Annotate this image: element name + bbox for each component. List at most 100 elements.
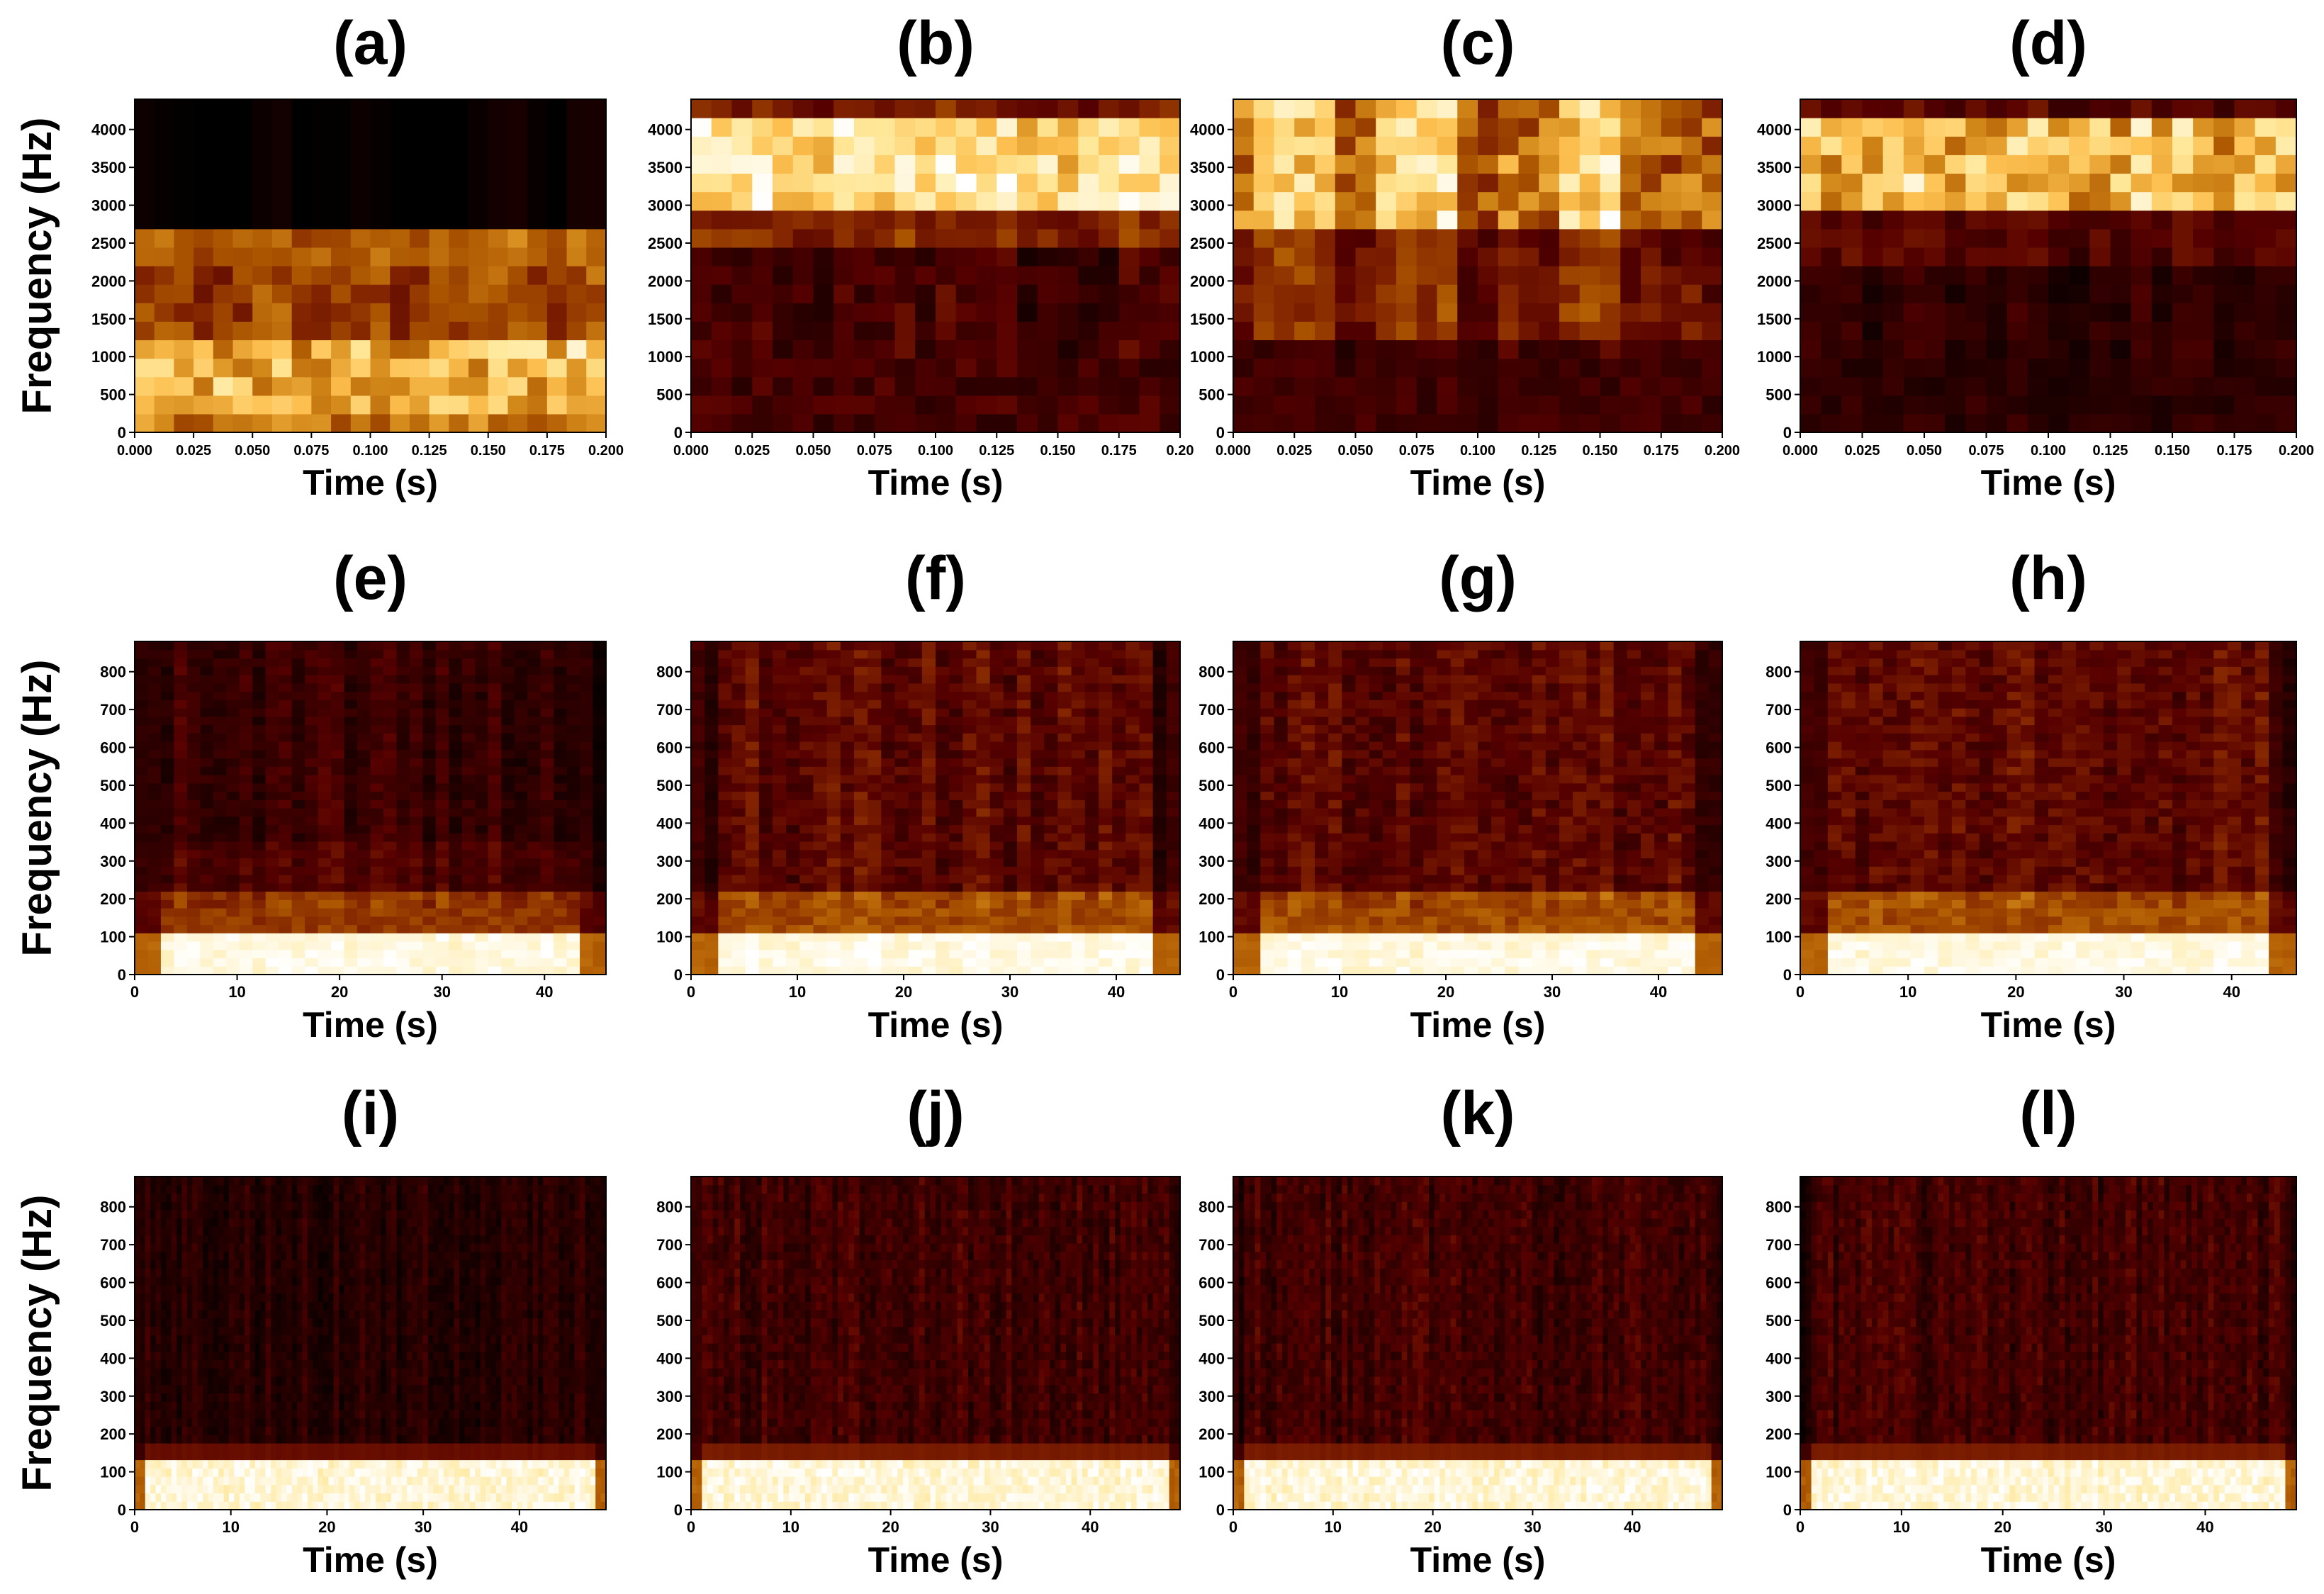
heatmap-cell: [239, 675, 253, 684]
heatmap-cell: [160, 908, 175, 917]
heatmap-cell: [239, 849, 253, 859]
heatmap-cell: [252, 700, 266, 709]
heatmap-cell: [435, 841, 449, 851]
heatmap-cell: [874, 413, 896, 433]
heatmap-cell: [593, 941, 607, 950]
heatmap-cell: [868, 924, 882, 933]
heatmap-cell: [554, 924, 568, 933]
heatmap-cell: [786, 758, 800, 767]
heatmap-cell: [976, 758, 991, 767]
heatmap-cell: [868, 958, 882, 967]
heatmap-cell: [731, 641, 746, 651]
heatmap-cell: [135, 749, 149, 759]
heatmap-cell: [1112, 741, 1126, 751]
heatmap-cell: [449, 966, 463, 975]
heatmap-cell: [449, 899, 463, 909]
heatmap-cell: [1518, 376, 1539, 396]
heatmap-cell: [580, 700, 594, 709]
heatmap-cell: [593, 891, 607, 900]
heatmap-cell: [1078, 155, 1099, 174]
heatmap-cell: [1099, 284, 1120, 303]
heatmap-cell: [186, 849, 201, 859]
heatmap-cell: [527, 691, 541, 700]
heatmap-cell: [826, 782, 841, 792]
heatmap-cell: [1017, 908, 1031, 917]
heatmap-cell: [1559, 191, 1581, 211]
heatmap-cell: [691, 799, 705, 809]
heatmap-cell: [731, 866, 746, 875]
heatmap-cell: [488, 899, 502, 909]
heatmap-cell: [936, 247, 957, 266]
heatmap-cell: [1620, 173, 1641, 193]
heatmap-cell: [1152, 824, 1167, 834]
heatmap-cell: [291, 858, 305, 867]
heatmap-cell: [1457, 136, 1478, 155]
heatmap-cell: [200, 858, 214, 867]
heatmap-cell: [318, 924, 332, 933]
heatmap-cell: [475, 666, 489, 675]
heatmap-cell: [1457, 228, 1478, 248]
heatmap-cell: [745, 782, 760, 792]
heatmap-cell: [854, 866, 868, 875]
heatmap-cell: [1057, 658, 1072, 667]
heatmap-cell: [422, 808, 437, 817]
heatmap-cell: [396, 649, 410, 659]
heatmap-cell: [840, 641, 855, 651]
heatmap-cell: [813, 875, 828, 884]
heatmap-cell: [1099, 191, 1120, 211]
heatmap-cell: [773, 782, 787, 792]
heatmap-cell: [894, 875, 909, 884]
heatmap-cell: [745, 924, 760, 933]
heatmap-cell: [593, 908, 607, 917]
heatmap-cell: [271, 266, 293, 285]
heatmap-cell: [186, 916, 201, 926]
heatmap-cell: [962, 916, 977, 926]
heatmap-cell: [921, 933, 936, 942]
heatmap-cell: [1579, 247, 1601, 266]
heatmap-cell: [305, 700, 319, 709]
x-tick-label-a: 0.150: [471, 443, 506, 459]
heatmap-cell: [976, 808, 991, 817]
heatmap-cell: [331, 210, 352, 230]
heatmap-cell: [976, 413, 997, 433]
heatmap-cell: [586, 303, 607, 322]
heatmap-cell: [1315, 321, 1336, 341]
heatmap-cell: [383, 658, 398, 667]
heatmap-cell: [854, 691, 868, 700]
heatmap-cell: [1233, 716, 1247, 726]
heatmap-cell: [1099, 816, 1113, 826]
heatmap-cell: [449, 758, 463, 767]
heatmap-cell: [488, 816, 502, 826]
heatmap-cell: [1641, 339, 1662, 359]
heatmap-cell: [731, 724, 746, 734]
heatmap-cell: [962, 675, 977, 684]
heatmap-cell: [1160, 376, 1181, 396]
heatmap-cell: [305, 941, 319, 950]
heatmap-cell: [921, 841, 936, 851]
heatmap-cell: [1457, 395, 1478, 415]
heatmap-cell: [135, 891, 149, 900]
heatmap-cell: [154, 284, 175, 303]
heatmap-cell: [2213, 266, 2235, 285]
heatmap-cell: [1260, 841, 1275, 851]
heatmap-cell: [936, 700, 950, 709]
heatmap-cell: [331, 749, 345, 759]
heatmap-cell: [705, 775, 719, 784]
heatmap-cell: [1498, 266, 1520, 285]
heatmap-cell: [291, 833, 305, 842]
heatmap-cell: [318, 949, 332, 959]
heatmap-cell: [949, 933, 963, 942]
heatmap-cell: [422, 799, 437, 809]
heatmap-cell: [731, 875, 746, 884]
heatmap-cell: [449, 958, 463, 967]
heatmap-cell: [305, 766, 319, 775]
heatmap-cell: [705, 799, 719, 809]
heatmap-cell: [705, 816, 719, 826]
heatmap-cell: [501, 691, 515, 700]
heatmap-cell: [1057, 266, 1079, 285]
heatmap-cell: [540, 816, 554, 826]
heatmap-cell: [1986, 395, 2008, 415]
heatmap-cell: [1821, 173, 1842, 193]
heatmap-cell: [1600, 228, 1621, 248]
heatmap-cell: [488, 891, 502, 900]
